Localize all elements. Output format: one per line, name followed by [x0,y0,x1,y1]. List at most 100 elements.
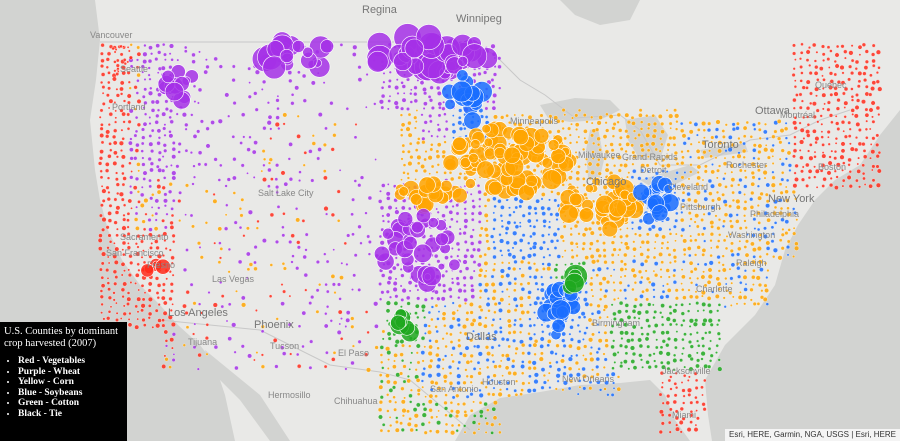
county-dot-cotton[interactable] [659,311,663,315]
county-dot-vegetables[interactable] [99,213,103,218]
county-dot-corn[interactable] [521,342,526,348]
county-dot-corn[interactable] [700,290,706,296]
county-dot-corn[interactable] [498,430,502,435]
county-dot-corn[interactable] [665,246,670,250]
county-dot-soybeans[interactable] [562,380,568,386]
county-dot-soybeans[interactable] [490,274,495,279]
county-dot-wheat[interactable] [149,161,154,166]
county-dot-vegetables[interactable] [876,168,882,174]
county-dot-corn[interactable] [742,155,746,159]
county-dot-wheat[interactable] [224,226,229,231]
county-dot-corn[interactable] [481,124,491,134]
county-dot-wheat[interactable] [129,156,134,161]
county-dot-corn[interactable] [398,186,409,197]
county-dot-wheat[interactable] [168,130,172,134]
county-dot-corn[interactable] [645,142,650,147]
county-dot-vegetables[interactable] [863,183,867,186]
county-dot-corn[interactable] [449,332,453,337]
county-dot-vegetables[interactable] [148,304,152,308]
county-dot-corn[interactable] [710,224,714,229]
county-dot-vegetables[interactable] [821,52,826,57]
county-dot-vegetables[interactable] [140,303,146,309]
county-dot-soybeans[interactable] [552,232,558,237]
county-dot-wheat[interactable] [430,296,434,301]
county-dot-corn[interactable] [235,289,238,293]
county-dot-wheat[interactable] [290,101,295,106]
county-dot-wheat[interactable] [394,206,398,210]
county-dot-cotton[interactable] [620,337,624,340]
county-dot-wheat[interactable] [150,149,155,154]
county-dot-corn[interactable] [654,162,658,166]
county-dot-wheat[interactable] [144,112,148,116]
county-dot-corn[interactable] [695,149,701,154]
county-dot-wheat[interactable] [422,107,426,110]
county-dot-corn[interactable] [483,227,489,232]
county-dot-corn[interactable] [452,136,467,152]
county-dot-corn[interactable] [595,127,600,132]
county-dot-vegetables[interactable] [665,400,670,406]
county-dot-vegetables[interactable] [119,317,123,320]
county-dot-wheat[interactable] [287,322,292,327]
county-dot-soybeans[interactable] [528,336,533,341]
county-dot-vegetables[interactable] [689,410,694,414]
county-dot-corn[interactable] [575,170,580,176]
county-dot-wheat[interactable] [365,73,369,76]
county-dot-corn[interactable] [246,267,251,272]
county-dot-corn[interactable] [778,140,783,145]
county-dot-corn[interactable] [164,357,169,362]
county-dot-corn[interactable] [700,218,704,222]
county-dot-wheat[interactable] [397,211,414,227]
county-dot-cotton[interactable] [633,316,637,320]
county-dot-vegetables[interactable] [121,137,125,141]
county-dot-corn[interactable] [547,339,552,344]
county-dot-vegetables[interactable] [100,311,103,315]
county-dot-corn[interactable] [666,240,670,244]
county-dot-cotton[interactable] [700,357,704,361]
county-dot-corn[interactable] [616,375,621,379]
county-dot-wheat[interactable] [231,64,236,69]
county-dot-vegetables[interactable] [875,71,879,75]
county-dot-vegetables[interactable] [819,66,824,71]
county-dot-vegetables[interactable] [101,91,105,95]
county-dot-vegetables[interactable] [850,71,855,76]
county-dot-corn[interactable] [610,240,615,245]
county-dot-wheat[interactable] [477,211,483,216]
county-dot-soybeans[interactable] [528,323,533,328]
county-dot-corn[interactable] [547,139,560,151]
county-dot-soybeans[interactable] [533,311,536,314]
county-dot-vegetables[interactable] [836,80,841,85]
county-dot-wheat[interactable] [275,163,280,168]
county-dot-soybeans[interactable] [429,387,434,392]
county-dot-soybeans[interactable] [639,262,645,267]
county-dot-soybeans[interactable] [549,275,553,280]
county-dot-soybeans[interactable] [484,115,489,119]
county-dot-corn[interactable] [639,127,644,131]
county-dot-corn[interactable] [689,238,693,243]
county-dot-wheat[interactable] [274,177,279,181]
county-dot-wheat[interactable] [291,254,295,258]
county-dot-soybeans[interactable] [675,171,679,175]
county-dot-cotton[interactable] [717,303,722,307]
county-dot-corn[interactable] [227,270,231,274]
county-dot-soybeans[interactable] [584,301,590,307]
county-dot-wheat[interactable] [171,147,176,152]
county-dot-soybeans[interactable] [561,354,565,358]
county-dot-soybeans[interactable] [583,331,587,335]
county-dot-wheat[interactable] [437,262,446,271]
county-dot-corn[interactable] [583,357,588,362]
county-dot-vegetables[interactable] [875,182,881,188]
county-dot-corn[interactable] [520,388,524,392]
county-dot-corn[interactable] [604,149,610,154]
county-dot-corn[interactable] [640,154,644,158]
county-dot-wheat[interactable] [189,282,194,287]
county-dot-corn[interactable] [378,400,383,405]
county-dot-wheat[interactable] [275,239,279,244]
county-dot-vegetables[interactable] [834,142,838,145]
county-dot-corn[interactable] [445,331,449,336]
county-dot-wheat[interactable] [163,192,168,197]
county-dot-corn[interactable] [645,232,650,237]
county-dot-vegetables[interactable] [330,147,335,152]
county-dot-corn[interactable] [428,429,433,433]
county-dot-vegetables[interactable] [128,311,132,316]
county-dot-soybeans[interactable] [556,367,562,372]
